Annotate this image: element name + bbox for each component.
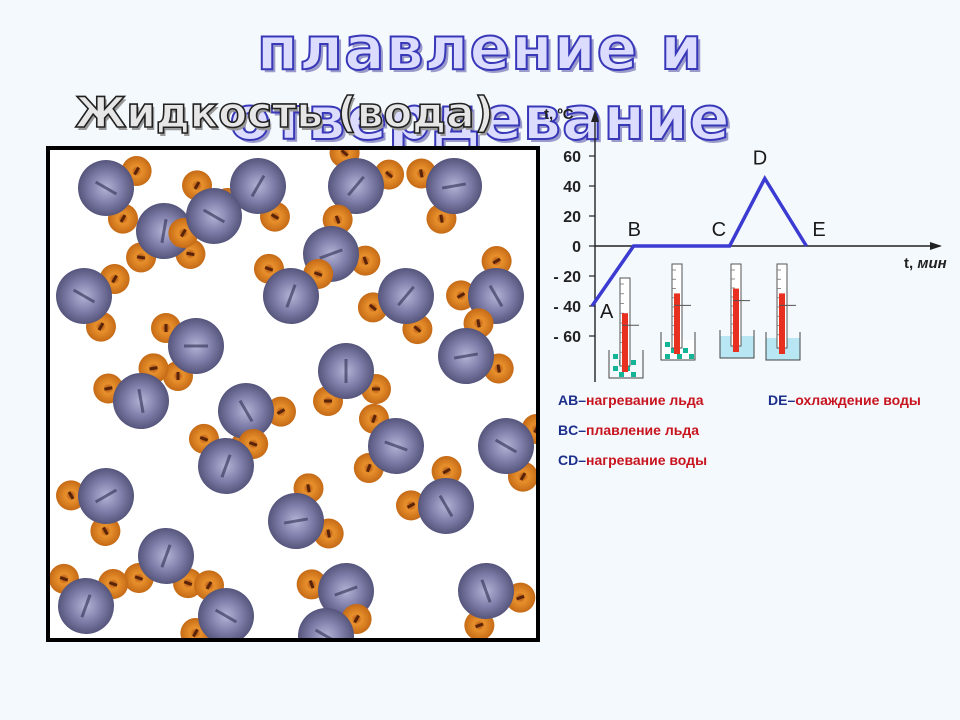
beaker xyxy=(660,332,696,361)
water-molecule xyxy=(328,149,405,214)
legend-dash: – xyxy=(578,452,587,468)
thermometer xyxy=(765,263,801,361)
point-label-a: A xyxy=(600,301,614,323)
water-molecule xyxy=(56,264,130,342)
water-molecule xyxy=(93,353,169,429)
legend-dash: – xyxy=(578,422,587,438)
legend-dash: – xyxy=(578,392,587,408)
y-tick-label: 20 xyxy=(563,209,581,226)
water-molecule xyxy=(458,563,536,639)
beaker xyxy=(608,350,644,379)
water-molecule xyxy=(313,343,391,416)
ice-cube xyxy=(631,360,636,365)
beaker xyxy=(765,332,801,361)
temperature-graph: t, ºC t, мин 60 40 20 0 - 20 - 40 - 60 A B C D E xyxy=(544,106,947,382)
legend-text: нагревание льда xyxy=(586,392,704,408)
legend-item-cd: CD–нагревание воды xyxy=(558,452,707,468)
y-tick-label: - 60 xyxy=(553,329,581,346)
point-label-d: D xyxy=(753,148,767,170)
temperature-line xyxy=(590,174,808,307)
water-molecule xyxy=(151,313,224,391)
mercury-column xyxy=(733,288,739,352)
water-molecule xyxy=(253,253,334,324)
water-molecule xyxy=(126,203,206,273)
y-axis-arrow xyxy=(591,110,599,122)
x-axis-arrow xyxy=(930,242,942,250)
legend-text: нагревание воды xyxy=(586,452,708,468)
water-molecule xyxy=(396,456,474,534)
subtitle: Жидкость (вода) xyxy=(74,87,494,138)
ice-cube xyxy=(631,372,636,377)
legend-code: DE xyxy=(768,392,788,408)
subtitle-text: Жидкость (вода) xyxy=(74,87,494,138)
legend-item-bc: BC–плавление льда xyxy=(558,422,699,438)
y-tick-label: - 20 xyxy=(553,269,581,286)
legend-text: охлаждение воды xyxy=(795,392,921,408)
water-molecule xyxy=(406,158,482,234)
main-title: плавление и отвердевание xyxy=(228,13,731,155)
water-molecule xyxy=(357,268,434,345)
ice-cube xyxy=(677,354,682,359)
mercury-column xyxy=(622,313,628,372)
water-molecule xyxy=(188,423,269,494)
y-tick-label: 60 xyxy=(563,149,581,166)
water-molecule xyxy=(438,308,514,384)
legend-item-ab: AB–нагревание льда xyxy=(558,392,704,408)
legend-dash: – xyxy=(787,392,796,408)
water-molecule xyxy=(268,473,344,549)
legend-code: BC xyxy=(558,422,579,438)
water-molecule xyxy=(78,156,152,234)
ice-cube xyxy=(671,348,676,353)
mercury-column xyxy=(779,293,785,354)
ice-cube xyxy=(613,366,618,371)
point-label-c: C xyxy=(712,219,726,241)
y-tick-label: 0 xyxy=(572,239,581,256)
water-molecule xyxy=(353,403,424,484)
water-molecule xyxy=(56,468,134,546)
ice-cube xyxy=(619,372,624,377)
water-molecule xyxy=(298,604,372,639)
water-molecule xyxy=(49,563,129,634)
water-molecule xyxy=(168,170,242,248)
water-molecule xyxy=(123,528,204,599)
beaker xyxy=(719,330,755,359)
y-tick-label: - 40 xyxy=(553,299,581,316)
point-label-e: E xyxy=(812,219,825,241)
thermometer xyxy=(660,263,696,361)
thermometer xyxy=(608,277,644,379)
legend-code: CD xyxy=(558,452,579,468)
point-label-b: B xyxy=(628,219,641,241)
x-axis-label: t, мин xyxy=(904,255,947,272)
ice-cube xyxy=(665,354,670,359)
ice-cube xyxy=(683,348,688,353)
legend-item-de: DE–охлаждение воды xyxy=(768,392,921,408)
water-molecules-illustration xyxy=(46,146,540,642)
legend-text: плавление льда xyxy=(586,422,699,438)
y-axis-label: t, ºC xyxy=(544,106,574,123)
ice-cube xyxy=(613,354,618,359)
y-tick-label: 40 xyxy=(563,179,581,196)
legend-code: AB xyxy=(558,392,579,408)
mercury-column xyxy=(674,293,680,354)
thermometer xyxy=(719,263,755,359)
ice-cube xyxy=(689,354,694,359)
ice-cube xyxy=(665,342,670,347)
water-molecule xyxy=(180,570,254,639)
